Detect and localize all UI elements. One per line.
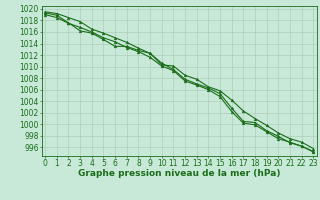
X-axis label: Graphe pression niveau de la mer (hPa): Graphe pression niveau de la mer (hPa) (78, 169, 280, 178)
